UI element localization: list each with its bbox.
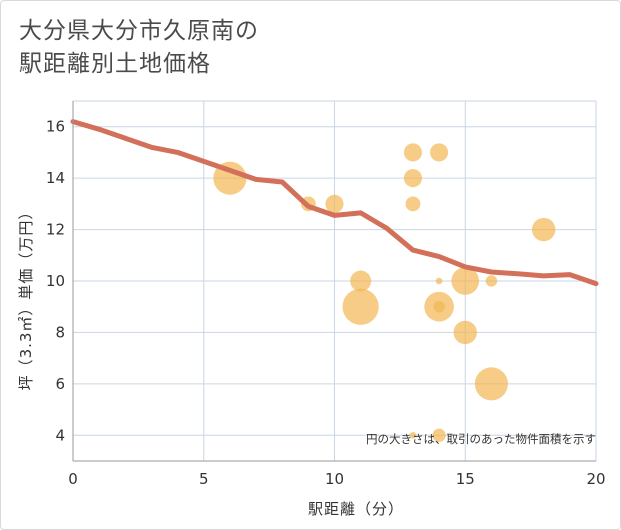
axes (72, 101, 596, 462)
grid-lines (73, 100, 597, 461)
chart-title-line-1: 大分県大分市久原南の (19, 18, 259, 44)
y-tick-label: 14 (46, 169, 65, 187)
bubbles (213, 143, 556, 442)
bubble-point (453, 320, 477, 345)
bubble-point (350, 270, 372, 292)
bubble-point (531, 217, 556, 242)
bubble-size-note: 円の大きさは、取引のあった物件面積を示す (366, 432, 596, 446)
bubble-point (403, 143, 423, 162)
y-tick-label: 4 (55, 426, 65, 444)
x-tick-label: 10 (325, 470, 344, 488)
x-axis-label: 駅距離（分） (308, 500, 404, 518)
x-tick-label: 15 (456, 470, 475, 488)
bubble-point (342, 288, 379, 325)
bubble-point (325, 194, 344, 213)
trend-line (70, 119, 599, 287)
bubble-point (409, 431, 417, 439)
bubble-point (451, 267, 480, 295)
bubble-point (433, 300, 445, 313)
chart-title-line-2: 駅距離別土地価格 (19, 51, 211, 77)
tick-labels: 0 5 10 15 20 4 6 8 10 12 14 16 (46, 118, 606, 488)
bubble-point (435, 277, 443, 285)
bubble-point (430, 143, 449, 162)
x-tick-label: 20 (586, 470, 605, 488)
y-axis-label: 坪（3.3㎡）単価（万円） (17, 204, 35, 391)
bubble-point (485, 275, 498, 287)
y-tick-label: 6 (55, 375, 65, 393)
bubble-point (403, 169, 423, 188)
y-tick-label: 16 (46, 118, 65, 136)
x-tick-label: 5 (199, 470, 209, 488)
y-tick-label: 8 (55, 323, 65, 341)
bubble-point (474, 367, 508, 401)
x-tick-label: 0 (68, 470, 78, 488)
y-tick-label: 10 (46, 272, 65, 290)
chart-title: 大分県大分市久原南の 駅距離別土地価格 (19, 15, 419, 81)
bubble-point (405, 196, 421, 212)
bubble-point (432, 428, 446, 442)
trend-line-group (70, 119, 599, 287)
y-tick-label: 12 (46, 221, 65, 239)
